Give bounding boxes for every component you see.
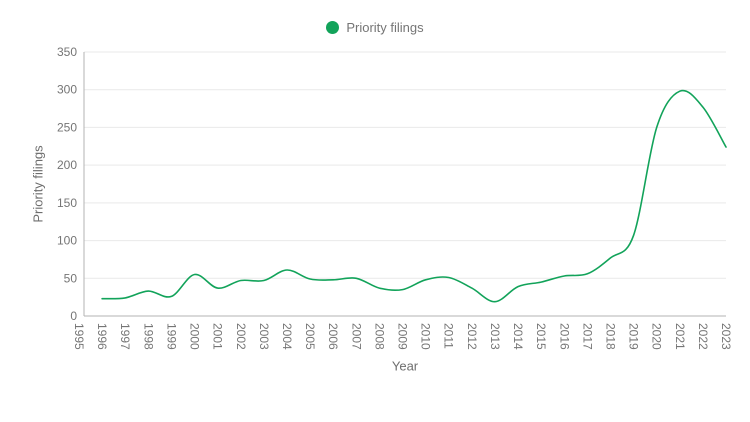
axes-layer bbox=[83, 52, 726, 317]
y-tick-label-0: 0 bbox=[70, 309, 77, 323]
x-tick-label-2000: 2000 bbox=[188, 323, 202, 350]
x-tick-label-2019: 2019 bbox=[627, 323, 641, 350]
x-tick-label-2006: 2006 bbox=[326, 323, 340, 350]
y-tick-label-200: 200 bbox=[57, 158, 77, 172]
x-tick-label-2007: 2007 bbox=[349, 323, 363, 350]
y-tick-label-300: 300 bbox=[57, 83, 77, 97]
legend-item-label: Priority filings bbox=[346, 20, 424, 35]
x-tick-label-2021: 2021 bbox=[673, 323, 687, 350]
x-tick-label-2010: 2010 bbox=[419, 323, 433, 350]
x-tick-label-2022: 2022 bbox=[696, 323, 710, 350]
x-tick-label-2016: 2016 bbox=[557, 323, 571, 350]
x-tick-label-2004: 2004 bbox=[280, 323, 294, 350]
y-tick-label-250: 250 bbox=[57, 120, 77, 134]
gridlines-layer bbox=[84, 51, 726, 279]
x-tick-label-2017: 2017 bbox=[580, 323, 594, 350]
x-tick-label-2014: 2014 bbox=[511, 323, 525, 350]
tick-labels-layer: 0 50 100 150 200 250 300 350 1995 1996 1997 1998 199… bbox=[57, 45, 733, 350]
x-tick-label-2003: 2003 bbox=[257, 323, 271, 350]
x-tick-label-2005: 2005 bbox=[303, 323, 317, 350]
legend-marker-circle-icon bbox=[326, 21, 340, 34]
x-tick-label-2018: 2018 bbox=[603, 323, 617, 350]
x-tick-label-2008: 2008 bbox=[372, 323, 386, 350]
y-tick-label-100: 100 bbox=[57, 234, 77, 248]
x-tick-label-2011: 2011 bbox=[442, 323, 456, 349]
x-axis-title: Year bbox=[392, 359, 419, 374]
x-tick-label-1997: 1997 bbox=[118, 323, 132, 350]
series-line-priority-filings bbox=[101, 89, 727, 303]
x-tick-label-2020: 2020 bbox=[650, 323, 664, 350]
x-tick-label-1999: 1999 bbox=[164, 323, 178, 350]
x-tick-label-2001: 2001 bbox=[211, 323, 225, 350]
y-tick-label-150: 150 bbox=[57, 196, 77, 210]
y-axis-title: Priority filings bbox=[31, 145, 46, 223]
x-tick-label-2002: 2002 bbox=[234, 323, 248, 350]
x-tick-label-2013: 2013 bbox=[488, 323, 502, 350]
x-tick-label-2009: 2009 bbox=[396, 323, 410, 350]
legend: Priority filings bbox=[0, 21, 750, 34]
x-tick-label-1996: 1996 bbox=[95, 323, 109, 350]
x-tick-label-1995: 1995 bbox=[72, 323, 86, 350]
series-layer bbox=[101, 89, 727, 303]
x-tick-label-2015: 2015 bbox=[534, 323, 548, 350]
x-tick-label-2023: 2023 bbox=[719, 323, 733, 350]
legend-item-priority-filings[interactable]: Priority filings bbox=[326, 20, 424, 35]
y-tick-label-350: 350 bbox=[57, 45, 77, 59]
x-tick-label-1998: 1998 bbox=[141, 323, 155, 350]
x-tick-label-2012: 2012 bbox=[465, 323, 479, 350]
y-tick-label-50: 50 bbox=[64, 271, 78, 285]
